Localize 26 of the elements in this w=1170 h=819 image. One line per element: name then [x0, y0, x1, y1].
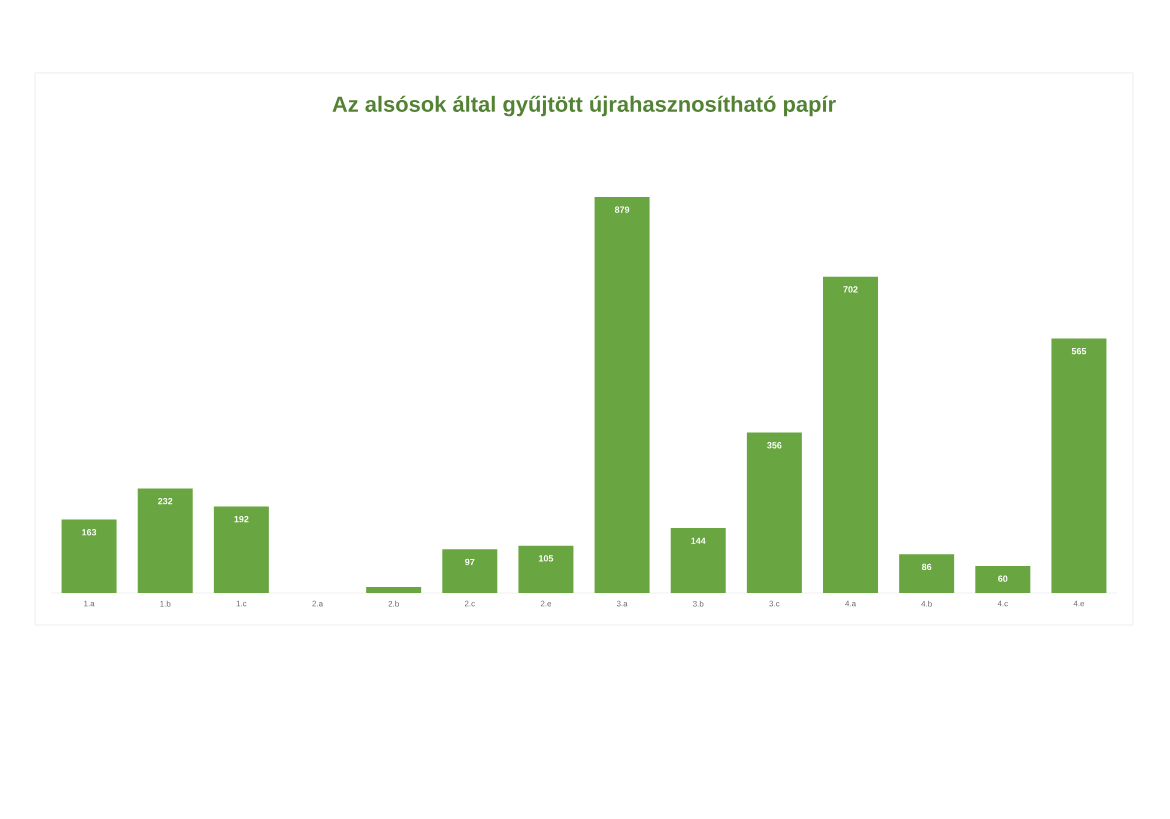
data-label: 879	[614, 206, 630, 213]
bar	[746, 432, 802, 593]
bar	[899, 554, 955, 593]
bar	[366, 587, 422, 593]
data-label: 60	[998, 575, 1008, 582]
data-label: 144	[691, 537, 706, 544]
data-label: 105	[539, 555, 554, 562]
bar	[670, 528, 726, 593]
data-label: 356	[767, 442, 782, 449]
data-label: 97	[465, 558, 475, 566]
bar	[594, 196, 650, 593]
data-label: 192	[234, 516, 249, 523]
bar	[975, 565, 1031, 593]
data-label: 565	[1071, 347, 1087, 355]
bar	[61, 519, 117, 593]
bar	[137, 488, 193, 593]
data-label: 86	[921, 563, 932, 571]
bar	[442, 549, 498, 593]
bar	[518, 545, 574, 593]
data-label: 702	[843, 286, 858, 293]
chart-title: Az alsósok által gyűjtött újrahasznosítható papír	[332, 95, 836, 117]
bar	[1051, 338, 1107, 593]
bar	[213, 506, 269, 593]
bar	[823, 276, 879, 593]
data-label: 232	[158, 497, 173, 505]
data-label: 163	[82, 529, 97, 536]
